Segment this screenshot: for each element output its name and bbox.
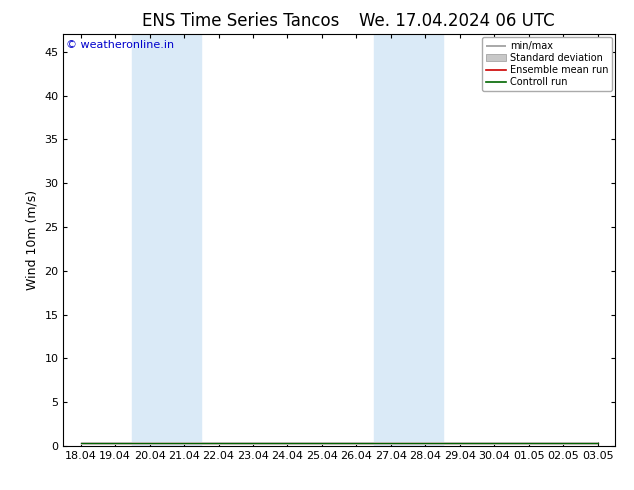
Y-axis label: Wind 10m (m/s): Wind 10m (m/s): [26, 190, 39, 290]
Text: We. 17.04.2024 06 UTC: We. 17.04.2024 06 UTC: [359, 12, 554, 30]
Bar: [373, 34, 443, 446]
Text: ENS Time Series Tancos: ENS Time Series Tancos: [142, 12, 340, 30]
Text: © weatheronline.in: © weatheronline.in: [66, 41, 174, 50]
Legend: min/max, Standard deviation, Ensemble mean run, Controll run: min/max, Standard deviation, Ensemble me…: [482, 37, 612, 91]
Bar: [133, 34, 202, 446]
